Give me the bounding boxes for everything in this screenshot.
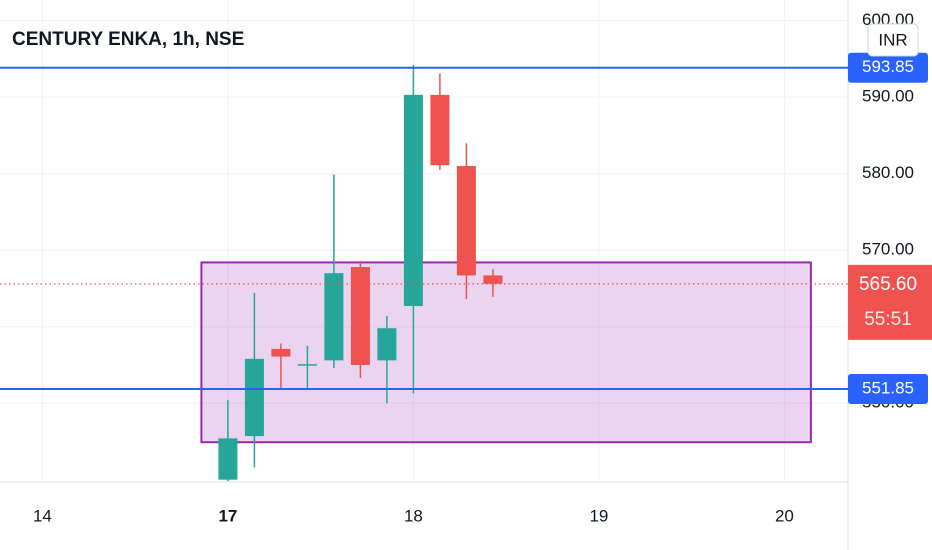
- candle-body: [403, 94, 423, 307]
- last-price-box: [848, 264, 932, 340]
- candle-body: [456, 166, 476, 276]
- price-label-box: [848, 52, 928, 83]
- y-tick-label: 580.00: [862, 163, 914, 182]
- x-tick-label: 20: [775, 506, 794, 525]
- candle-body: [377, 328, 397, 361]
- x-tick-label: 17: [218, 506, 237, 525]
- x-tick-label: 18: [404, 506, 423, 525]
- candle-body: [483, 275, 503, 284]
- candle-body: [350, 267, 370, 365]
- candle-body: [297, 364, 317, 366]
- currency-badge[interactable]: [867, 23, 919, 57]
- currency: INR: [878, 30, 907, 49]
- candle-body: [324, 273, 344, 361]
- y-tick-label: 570.00: [862, 240, 914, 259]
- chart-title: CENTURY ENKA, 1h, NSE: [12, 29, 244, 50]
- candle-body: [430, 94, 450, 166]
- candle-body: [218, 438, 238, 480]
- x-tick-label: 14: [33, 506, 52, 525]
- x-tick-label: 19: [589, 506, 608, 525]
- plot-area: [200, 65, 812, 482]
- price-label-box: [848, 374, 928, 405]
- countdown: 55:51: [864, 309, 912, 330]
- y-tick-label: 590.00: [862, 87, 914, 106]
- candle-body: [244, 358, 264, 437]
- last-price-label: 565.60: [859, 274, 917, 295]
- price-label: 551.85: [862, 379, 914, 398]
- price-label: 593.85: [862, 57, 914, 76]
- candle-body: [271, 348, 291, 357]
- range-box: [200, 261, 812, 444]
